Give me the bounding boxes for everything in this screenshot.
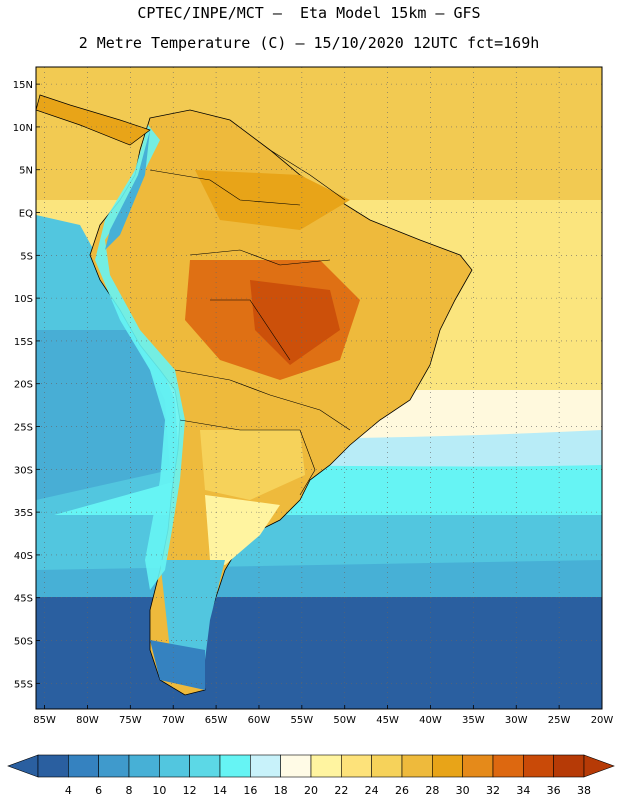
lat-label-55S: 55S bbox=[14, 679, 33, 690]
colorbar-label: 24 bbox=[365, 784, 379, 797]
colorbar-label: 6 bbox=[95, 784, 102, 797]
lat-label-45S: 45S bbox=[14, 594, 33, 605]
lat-label-5S: 5S bbox=[20, 251, 33, 262]
latitude-labels: 15N 10N 5N EQ 5S 10S 15S 20S 25S 30S 35S 40S 45S 50S 5… bbox=[13, 80, 40, 690]
lon-label-60W: 60W bbox=[248, 715, 271, 726]
colorbar-swatch bbox=[159, 754, 190, 778]
colorbar-swatch bbox=[128, 754, 160, 778]
colorbar-label: 10 bbox=[152, 784, 166, 797]
lat-label-25S: 25S bbox=[14, 423, 33, 434]
central-america-land bbox=[36, 94, 151, 146]
colorbar-label: 32 bbox=[486, 784, 500, 797]
colorbar-label: 34 bbox=[516, 784, 530, 797]
chart-title-line-2: 2 Metre Temperature (C) – 15/10/2020 12U… bbox=[78, 34, 540, 52]
colorbar-swatch bbox=[553, 754, 585, 778]
country-borders bbox=[149, 149, 351, 496]
lat-label-15N: 15N bbox=[13, 80, 33, 91]
colorbar-swatch bbox=[37, 754, 69, 778]
map-gridlines bbox=[36, 67, 602, 709]
colorbar-swatch bbox=[219, 754, 251, 778]
colorbar-label: 26 bbox=[395, 784, 409, 797]
colorbar-label: 22 bbox=[334, 784, 348, 797]
colorbar-label: 16 bbox=[243, 784, 257, 797]
colorbar-swatch bbox=[462, 754, 494, 778]
colorbar-swatch bbox=[280, 754, 312, 778]
colorbar-swatch bbox=[189, 754, 221, 778]
colorbar-swatch bbox=[492, 754, 524, 778]
colorbar-swatch bbox=[310, 754, 342, 778]
pampas-mild-zone bbox=[200, 430, 305, 500]
temperature-field bbox=[36, 67, 602, 709]
band-polar bbox=[36, 597, 602, 709]
lon-label-40W: 40W bbox=[419, 715, 442, 726]
patagonia-south-zone bbox=[160, 560, 225, 660]
lon-label-25W: 25W bbox=[548, 715, 571, 726]
lat-label-40S: 40S bbox=[14, 551, 33, 562]
lon-label-20W: 20W bbox=[591, 715, 614, 726]
colorbar-label: 18 bbox=[274, 784, 288, 797]
colorbar-swatch bbox=[68, 754, 99, 778]
colorbar-label: 8 bbox=[126, 784, 133, 797]
colorbar-label: 38 bbox=[577, 784, 591, 797]
colorbar-label: 30 bbox=[456, 784, 470, 797]
tierra-del-fuego-zone bbox=[150, 640, 205, 690]
andes-cold-strip bbox=[95, 125, 185, 590]
colorbar-high-arrow bbox=[583, 754, 615, 778]
colorbar-label: 14 bbox=[213, 784, 227, 797]
lat-label-15S: 15S bbox=[14, 337, 33, 348]
map-frame bbox=[35, 66, 603, 710]
lat-label-EQ: EQ bbox=[19, 209, 33, 220]
lon-label-30W: 30W bbox=[505, 715, 528, 726]
lon-label-35W: 35W bbox=[462, 715, 485, 726]
colorbar-swatch bbox=[341, 754, 372, 778]
lat-label-35S: 35S bbox=[14, 508, 33, 519]
colorbar-low-arrow bbox=[7, 754, 39, 778]
lon-label-75W: 75W bbox=[119, 715, 142, 726]
lon-label-45W: 45W bbox=[376, 715, 399, 726]
colorbar-label: 36 bbox=[547, 784, 561, 797]
colorbar-label: 12 bbox=[183, 784, 197, 797]
lon-label-65W: 65W bbox=[205, 715, 228, 726]
colorbar-swatch bbox=[371, 754, 403, 778]
colorbar-label: 4 bbox=[65, 784, 72, 797]
temperature-colorbar: 4 6 8 10 12 14 16 18 20 22 24 26 28 30 32 34 36 38 bbox=[7, 754, 615, 797]
patagonia-north-zone bbox=[205, 495, 280, 565]
colorbar-swatch bbox=[523, 754, 554, 778]
colorbar-swatch bbox=[98, 754, 130, 778]
lon-label-85W: 85W bbox=[33, 715, 56, 726]
pacific-cold-current bbox=[36, 330, 170, 500]
colorbar-label: 28 bbox=[425, 784, 439, 797]
lat-label-20S: 20S bbox=[14, 380, 33, 391]
lat-label-30S: 30S bbox=[14, 465, 33, 476]
central-hottest-zone bbox=[250, 280, 340, 365]
chart-title-line-1: CPTEC/INPE/MCT – Eta Model 15km – GFS bbox=[137, 4, 481, 22]
lon-label-70W: 70W bbox=[162, 715, 185, 726]
colorbar-swatch bbox=[432, 754, 463, 778]
andes-north-peaks bbox=[105, 130, 150, 250]
lon-label-55W: 55W bbox=[291, 715, 314, 726]
longitude-labels: 85W 80W 75W 70W 65W 60W 55W 50W 45W 40W 35W 30W 25W 2… bbox=[33, 705, 613, 726]
amazon-warm-zone bbox=[195, 170, 350, 230]
colorbar-swatch bbox=[250, 754, 281, 778]
colorbar-swatch bbox=[401, 754, 433, 778]
lon-label-80W: 80W bbox=[76, 715, 99, 726]
colorbar-label: 20 bbox=[304, 784, 318, 797]
lat-label-50S: 50S bbox=[14, 637, 33, 648]
lon-label-50W: 50W bbox=[333, 715, 356, 726]
lat-label-5N: 5N bbox=[19, 166, 33, 177]
lat-label-10S: 10S bbox=[14, 294, 33, 305]
lat-label-10N: 10N bbox=[13, 123, 33, 134]
